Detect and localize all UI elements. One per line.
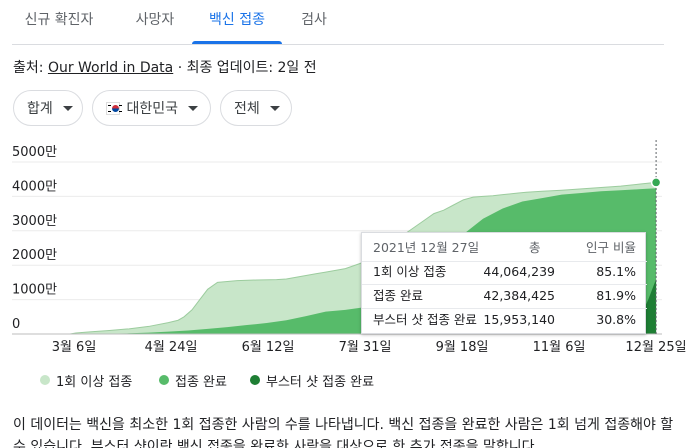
tooltip-row: 부스터 샷 접종 완료 15,953,140 30.8% xyxy=(362,309,647,331)
y-tick-label: 0 xyxy=(12,317,20,332)
tooltip-row-value: 42,384,425 xyxy=(483,288,555,303)
legend-label: 1회 이상 접종 xyxy=(56,374,133,390)
legend-swatch xyxy=(250,375,260,385)
x-tick-label: 12월 25일 xyxy=(625,340,686,355)
legend-label: 부스터 샷 접종 완료 xyxy=(266,374,375,390)
tooltip-date: 2021년 12월 27일 xyxy=(373,240,480,255)
legend-item-booster: 부스터 샷 접종 완료 xyxy=(250,371,375,390)
tab-label: 백신 접종 xyxy=(209,12,265,28)
y-tick-label: 3000만 xyxy=(12,214,57,229)
last-updated: · 최종 업데이트: 2일 전 xyxy=(173,60,317,76)
tooltip-header: 2021년 12월 27일 총 인구 비율 xyxy=(362,237,647,259)
y-tick-label: 4000만 xyxy=(12,179,57,194)
tooltip-row-pct: 81.9% xyxy=(596,288,636,303)
tooltip-divider xyxy=(362,261,647,262)
x-tick-label: 6월 12일 xyxy=(242,340,295,355)
x-tick-label: 4월 24일 xyxy=(145,340,198,355)
series-line xyxy=(69,181,657,335)
tab-label: 신규 확진자 xyxy=(24,12,94,28)
y-tick-label: 2000만 xyxy=(12,248,57,263)
tooltip-row: 1회 이상 접종 44,064,239 85.1% xyxy=(362,261,647,283)
legend-item-fully-vaccinated: 접종 완료 xyxy=(159,371,227,390)
tooltip-row-label: 부스터 샷 접종 완료 xyxy=(373,312,477,327)
tooltip-col-total: 총 xyxy=(529,240,541,255)
tab-label: 검사 xyxy=(301,12,327,28)
source-line: 출처: Our World in Data · 최종 업데이트: 2일 전 xyxy=(13,57,317,77)
tooltip-divider xyxy=(362,308,647,309)
y-tick-label: 1000만 xyxy=(12,283,57,298)
tooltip-row-label: 접종 완료 xyxy=(373,288,423,303)
range-dropdown-label: 전체 xyxy=(234,101,260,117)
legend-label: 접종 완료 xyxy=(175,374,227,390)
chevron-down-icon xyxy=(62,105,73,111)
tab-deaths[interactable]: 사망자 xyxy=(124,0,186,44)
tooltip-col-pct: 인구 비율 xyxy=(586,240,636,255)
country-dropdown-label: 대한민국 xyxy=(126,101,178,117)
legend-swatch xyxy=(159,375,169,385)
chevron-down-icon xyxy=(188,105,198,111)
x-tick-label: 7월 31일 xyxy=(339,340,392,355)
tooltip-row-pct: 30.8% xyxy=(596,312,636,327)
tab-bar: 신규 확진자 사망자 백신 접종 검사 xyxy=(0,0,700,44)
tab-testing[interactable]: 검사 xyxy=(290,0,338,44)
y-tick-label: 5000만 xyxy=(12,145,57,160)
chart-tooltip: 2021년 12월 27일 총 인구 비율 1회 이상 접종 44,064,23… xyxy=(361,232,647,334)
tooltip-row: 접종 완료 42,384,425 81.9% xyxy=(362,285,647,307)
chevron-down-icon xyxy=(269,105,280,111)
tooltip-row-pct: 85.1% xyxy=(596,264,636,279)
country-dropdown[interactable]: 대한민국 xyxy=(92,90,211,126)
tab-new-cases[interactable]: 신규 확진자 xyxy=(14,0,104,44)
tooltip-row-value: 15,953,140 xyxy=(483,312,555,327)
chart-description: 이 데이터는 백신을 최소한 1회 접종한 사람의 수를 나타냅니다. 백신 접… xyxy=(13,417,674,448)
range-dropdown[interactable]: 전체 xyxy=(220,90,292,126)
x-tick-label: 9월 18일 xyxy=(436,340,489,355)
source-prefix: 출처: xyxy=(13,60,48,76)
active-tab-indicator xyxy=(192,41,282,44)
x-tick-label: 3월 6일 xyxy=(52,340,97,355)
tab-label: 사망자 xyxy=(135,12,175,28)
hover-point xyxy=(650,177,662,188)
source-link[interactable]: Our World in Data xyxy=(47,60,174,76)
tooltip-divider xyxy=(362,284,647,285)
korea-flag-icon xyxy=(106,101,122,115)
legend-swatch xyxy=(40,375,50,385)
legend-item-first-dose: 1회 이상 접종 xyxy=(40,371,133,390)
x-tick-label: 11월 6일 xyxy=(533,340,586,355)
metric-dropdown-label: 합계 xyxy=(27,101,53,117)
tab-vaccination[interactable]: 백신 접종 xyxy=(192,0,282,44)
tooltip-row-value: 44,064,239 xyxy=(483,264,555,279)
metric-dropdown[interactable]: 합계 xyxy=(13,90,83,126)
tooltip-row-label: 1회 이상 접종 xyxy=(373,264,447,279)
tab-divider xyxy=(12,44,664,45)
